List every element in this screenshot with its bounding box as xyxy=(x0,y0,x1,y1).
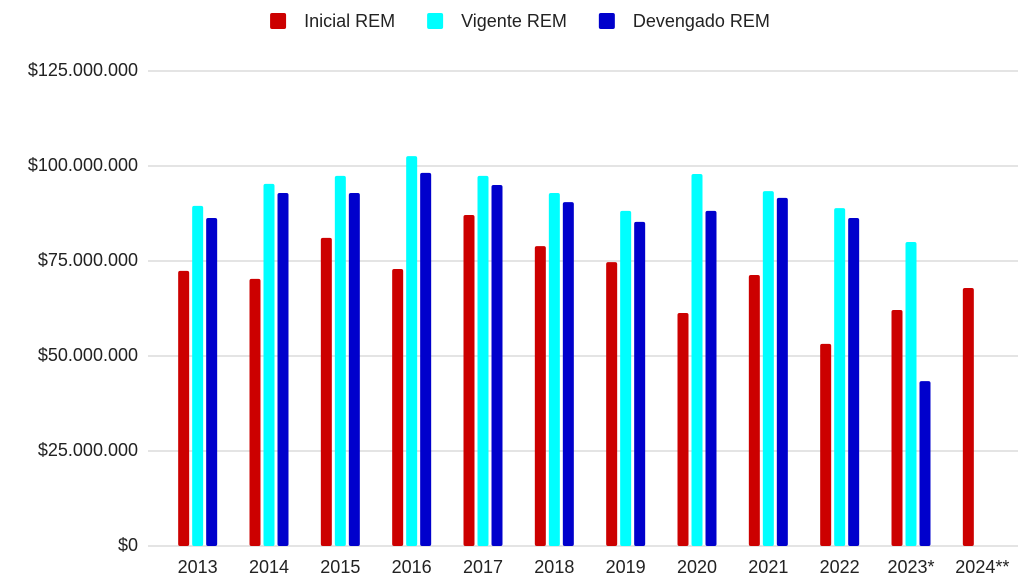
bar xyxy=(762,191,774,546)
legend-swatch xyxy=(427,13,444,29)
bar xyxy=(962,287,974,546)
x-tick-label: 2018 xyxy=(534,557,574,577)
bar xyxy=(776,197,788,547)
bar xyxy=(277,192,289,547)
bar xyxy=(477,175,489,546)
bar xyxy=(705,210,717,546)
x-tick-label: 2014 xyxy=(249,557,289,577)
x-tick-label: 2024** xyxy=(955,557,1009,577)
bar xyxy=(420,172,432,546)
y-tick-label: $25.000.000 xyxy=(38,440,138,460)
bar xyxy=(534,246,546,546)
bar xyxy=(891,310,903,546)
bar xyxy=(406,156,418,546)
bar xyxy=(192,205,204,546)
y-tick-label: $0 xyxy=(118,535,138,555)
bar xyxy=(748,275,760,546)
bar xyxy=(848,218,860,546)
bar xyxy=(634,221,646,547)
legend-label: Vigente REM xyxy=(461,11,567,31)
x-tick-label: 2013 xyxy=(178,557,218,577)
bar xyxy=(263,183,275,547)
x-tick-label: 2015 xyxy=(320,557,360,577)
bar xyxy=(249,278,261,546)
x-tick-label: 2017 xyxy=(463,557,503,577)
bar xyxy=(392,268,404,546)
bar xyxy=(548,192,560,547)
legend-label: Inicial REM xyxy=(304,11,395,31)
bar xyxy=(320,237,332,546)
bar xyxy=(206,218,218,546)
legend-swatch xyxy=(598,13,615,29)
bar xyxy=(620,210,632,546)
x-tick-label: 2019 xyxy=(606,557,646,577)
bar xyxy=(334,175,346,546)
bar xyxy=(606,262,618,546)
bar xyxy=(348,192,360,547)
bar xyxy=(905,242,917,546)
y-tick-label: $50.000.000 xyxy=(38,345,138,365)
bar xyxy=(677,313,689,546)
bar xyxy=(834,208,846,546)
y-tick-label: $100.000.000 xyxy=(28,155,138,175)
bar xyxy=(919,381,931,546)
y-tick-label: $75.000.000 xyxy=(38,250,138,270)
bar xyxy=(491,185,503,546)
bar xyxy=(178,270,190,546)
legend-swatch xyxy=(270,13,287,29)
x-tick-label: 2020 xyxy=(677,557,717,577)
y-tick-label: $125.000.000 xyxy=(28,60,138,80)
legend-label: Devengado REM xyxy=(633,11,770,31)
x-tick-label: 2023* xyxy=(887,557,934,577)
x-tick-label: 2016 xyxy=(392,557,432,577)
bar xyxy=(820,343,832,546)
bar xyxy=(463,215,475,546)
x-tick-label: 2021 xyxy=(748,557,788,577)
x-tick-label: 2022 xyxy=(820,557,860,577)
bar xyxy=(562,202,574,546)
bar xyxy=(691,173,703,547)
